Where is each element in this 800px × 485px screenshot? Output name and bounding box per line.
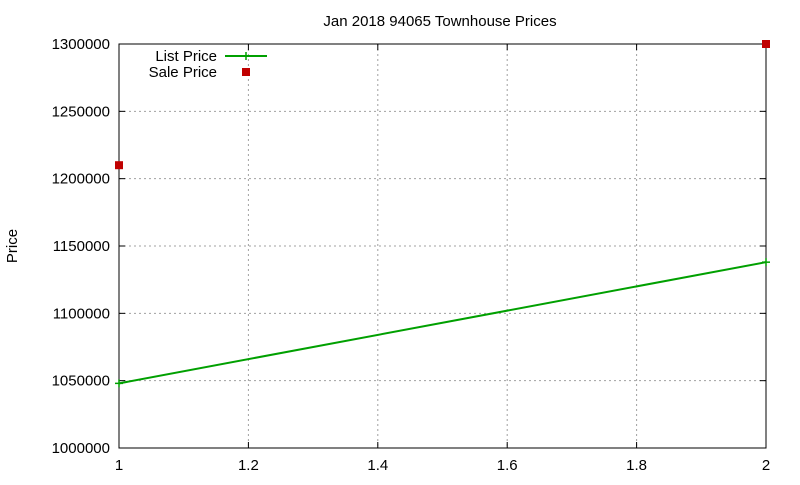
legend-marker (242, 52, 250, 60)
legend-label: Sale Price (149, 64, 217, 81)
plot-frame (118, 43, 767, 449)
chart-title: Jan 2018 94065 Townhouse Prices (323, 13, 556, 30)
ticks-layer: 1000000 1050000 1100000 1150000 1200000 12500… (52, 36, 771, 474)
series-sale-price (115, 40, 770, 170)
x-tick-label: 1.2 (238, 457, 259, 474)
legend-entry: Sale Price (149, 64, 250, 81)
list-price-point (115, 379, 123, 388)
x-tick-label: 2 (762, 457, 770, 474)
legend-label: List Price (155, 48, 217, 65)
legend-entry: List Price (155, 48, 267, 65)
x-tick-label: 1.6 (497, 457, 518, 474)
grid-layer (119, 44, 766, 448)
y-tick-label: 1200000 (52, 171, 110, 188)
y-axis-label: Price (4, 229, 21, 263)
x-tick-label: 1.8 (626, 457, 647, 474)
y-tick-label: 1300000 (52, 36, 110, 53)
list-price-point (762, 258, 770, 267)
y-tick-label: 1250000 (52, 103, 110, 120)
y-tick-label: 1150000 (53, 238, 110, 255)
y-tick-label: 1100000 (53, 305, 110, 322)
y-tick-label: 1000000 (52, 440, 110, 457)
series-layer (115, 40, 770, 388)
sale-price-point (115, 161, 123, 170)
legend-square-swatch (242, 68, 250, 76)
sale-price-point (762, 40, 770, 48)
x-tick-label: 1 (115, 457, 123, 474)
series-list-price (115, 258, 770, 388)
y-tick-label: 1050000 (52, 373, 110, 390)
list-price-line (118, 261, 767, 385)
x-tick-label: 1.4 (367, 457, 388, 474)
